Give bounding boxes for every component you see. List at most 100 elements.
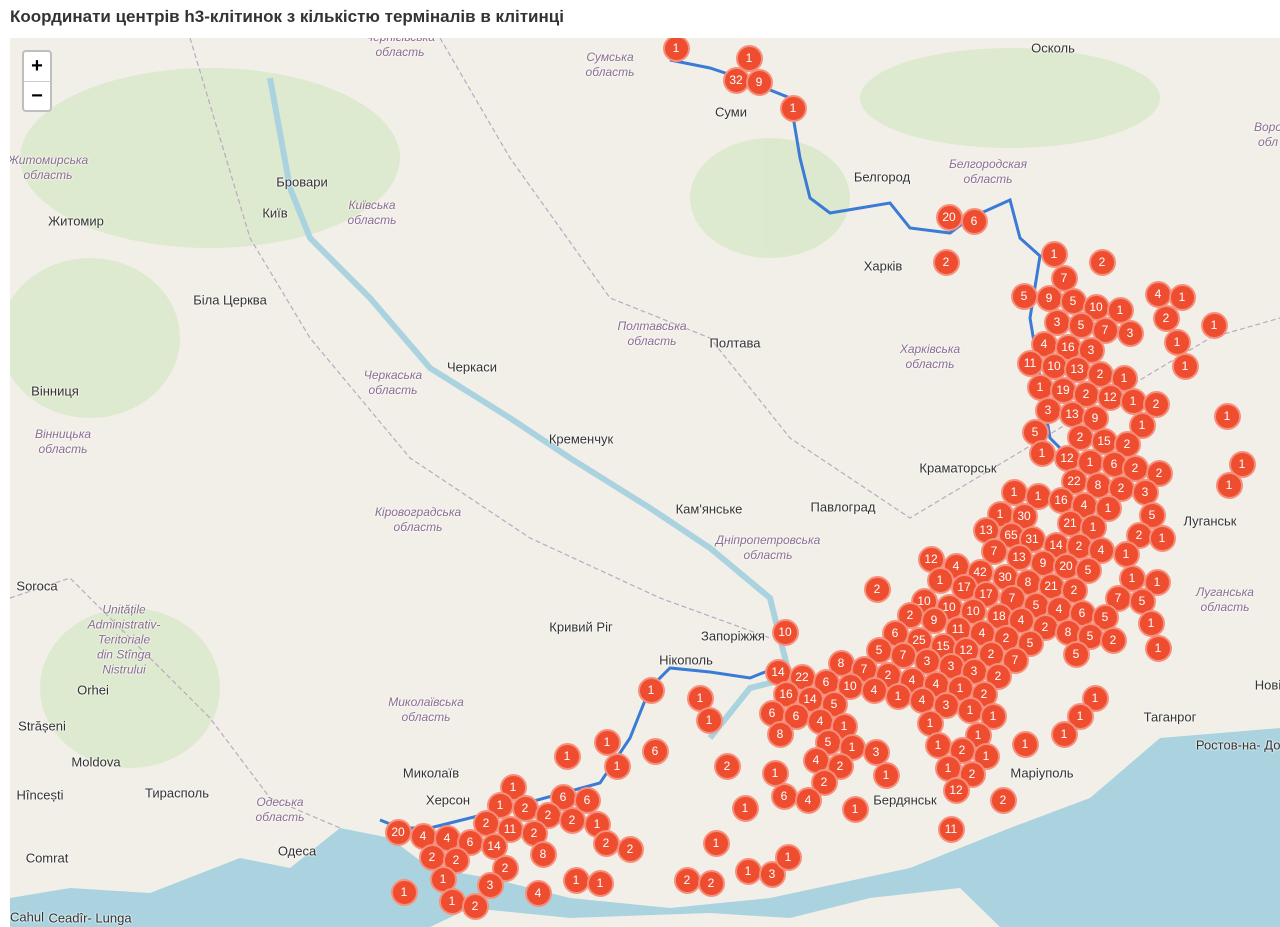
cluster-marker[interactable]: 8 [529, 840, 557, 868]
cluster-marker[interactable]: 6 [758, 699, 786, 727]
cluster-marker[interactable]: 4 [1087, 536, 1115, 564]
cluster-marker[interactable]: 1 [1143, 568, 1171, 596]
cluster-marker[interactable]: 2 [461, 892, 489, 920]
cluster-marker[interactable]: 1 [603, 752, 631, 780]
cluster-marker[interactable]: 1 [562, 866, 590, 894]
cluster-marker[interactable]: 1 [1213, 402, 1241, 430]
cluster-marker[interactable]: 1 [695, 706, 723, 734]
cluster-marker[interactable]: 1 [390, 878, 418, 906]
cluster-marker[interactable]: 1 [1118, 564, 1146, 592]
cluster-marker[interactable]: 2 [673, 866, 701, 894]
cluster-marker[interactable]: 1 [1144, 634, 1172, 662]
cluster-marker[interactable]: 1 [593, 728, 621, 756]
cluster-marker[interactable]: 5 [1067, 311, 1095, 339]
cluster-marker[interactable]: 1 [924, 731, 952, 759]
zoom-in-button[interactable]: + [31, 55, 43, 77]
cluster-marker[interactable]: 6 [641, 737, 669, 765]
cluster-marker[interactable]: 1 [774, 843, 802, 871]
cluster-marker[interactable]: 1 [1148, 524, 1176, 552]
cluster-marker[interactable]: 3 [1077, 336, 1105, 364]
cluster-marker[interactable]: 2 [713, 752, 741, 780]
map-basemap [10, 38, 1280, 927]
cluster-marker[interactable]: 1 [1163, 328, 1191, 356]
cluster-marker[interactable]: 11 [1016, 349, 1044, 377]
cluster-marker[interactable]: 1 [779, 94, 807, 122]
map-label: Миколаївська область [388, 695, 464, 724]
cluster-marker[interactable]: 1 [761, 759, 789, 787]
cluster-marker[interactable]: 1 [1171, 352, 1199, 380]
zoom-out-button[interactable]: − [24, 81, 50, 110]
cluster-marker[interactable]: 2 [863, 575, 891, 603]
cluster-marker[interactable]: 1 [1200, 311, 1228, 339]
cluster-marker[interactable]: 20 [935, 203, 963, 231]
cluster-marker[interactable]: 1 [586, 869, 614, 897]
map-label: Харківська область [899, 342, 961, 371]
cluster-marker[interactable]: 1 [429, 865, 457, 893]
cluster-marker[interactable]: 1 [1106, 296, 1134, 324]
cluster-marker[interactable]: 2 [1152, 304, 1180, 332]
cluster-marker[interactable]: 4 [1144, 280, 1172, 308]
cluster-marker[interactable]: 6 [573, 786, 601, 814]
cluster-marker[interactable]: 1 [841, 795, 869, 823]
map-label: Вінницька область [34, 427, 92, 456]
cluster-marker[interactable]: 2 [1142, 390, 1170, 418]
cluster-marker[interactable]: 1 [735, 44, 763, 72]
cluster-marker[interactable]: 1 [1112, 540, 1140, 568]
cluster-marker[interactable]: 1 [1028, 439, 1056, 467]
cluster-marker[interactable]: 1 [702, 829, 730, 857]
cluster-marker[interactable]: 10 [771, 618, 799, 646]
cluster-marker[interactable]: 2 [697, 869, 725, 897]
cluster-marker[interactable]: 1 [884, 682, 912, 710]
cluster-marker[interactable]: 2 [1088, 248, 1116, 276]
map[interactable]: Сумська область Чернігівська область Суми О… [10, 38, 1280, 927]
cluster-marker[interactable]: 6 [770, 782, 798, 810]
cluster-marker[interactable]: 3 [862, 738, 890, 766]
cluster-marker[interactable]: 1 [1066, 702, 1094, 730]
cluster-marker[interactable]: 1 [637, 676, 665, 704]
cluster-marker[interactable]: 1 [1024, 482, 1052, 510]
cluster-marker[interactable]: 1 [872, 761, 900, 789]
cluster-marker[interactable]: 1 [1040, 240, 1068, 268]
cluster-marker[interactable]: 1 [1011, 730, 1039, 758]
cluster-marker[interactable]: 2 [592, 829, 620, 857]
cluster-marker[interactable]: 3 [1116, 319, 1144, 347]
cluster-marker[interactable]: 9 [1035, 284, 1063, 312]
cluster-marker[interactable]: 11 [937, 815, 965, 843]
cluster-marker[interactable]: 4 [794, 786, 822, 814]
cluster-marker[interactable]: 1 [734, 857, 762, 885]
cluster-marker[interactable]: 2 [932, 248, 960, 276]
cluster-marker[interactable]: 9 [1029, 549, 1057, 577]
cluster-marker[interactable]: 9 [745, 68, 773, 96]
cluster-marker[interactable]: 20 [384, 818, 412, 846]
cluster-marker[interactable]: 1 [438, 887, 466, 915]
cluster-marker[interactable]: 2 [616, 835, 644, 863]
map-label: Павлоград [810, 499, 876, 515]
cluster-marker[interactable]: 4 [860, 676, 888, 704]
cluster-marker[interactable]: 5 [1062, 640, 1090, 668]
cluster-marker[interactable]: 3 [1131, 478, 1159, 506]
cluster-marker[interactable]: 1 [1050, 720, 1078, 748]
cluster-marker[interactable]: 1 [1076, 448, 1104, 476]
cluster-marker[interactable]: 1 [1215, 471, 1243, 499]
zoom-control: + − [22, 50, 52, 112]
cluster-marker[interactable]: 7 [889, 641, 917, 669]
cluster-marker[interactable]: 8 [766, 720, 794, 748]
cluster-marker[interactable]: 5 [1010, 282, 1038, 310]
cluster-marker[interactable]: 2 [1099, 626, 1127, 654]
cluster-marker[interactable]: 1 [662, 38, 690, 62]
map-label: Сумська область [585, 50, 635, 79]
cluster-marker[interactable]: 2 [558, 806, 586, 834]
cluster-marker[interactable]: 2 [984, 662, 1012, 690]
cluster-marker[interactable]: 4 [524, 879, 552, 907]
cluster-marker[interactable]: 2 [989, 786, 1017, 814]
cluster-marker[interactable]: 1 [979, 702, 1007, 730]
cluster-marker[interactable]: 1 [731, 794, 759, 822]
cluster-marker[interactable]: 2 [958, 760, 986, 788]
cluster-marker[interactable]: 13 [1058, 400, 1086, 428]
cluster-marker[interactable]: 1 [1137, 609, 1165, 637]
cluster-marker[interactable]: 12 [942, 776, 970, 804]
cluster-marker[interactable]: 1 [553, 742, 581, 770]
cluster-marker[interactable]: 6 [960, 207, 988, 235]
cluster-marker[interactable]: 7 [1001, 646, 1029, 674]
map-label: Белгородская область [948, 157, 1028, 186]
